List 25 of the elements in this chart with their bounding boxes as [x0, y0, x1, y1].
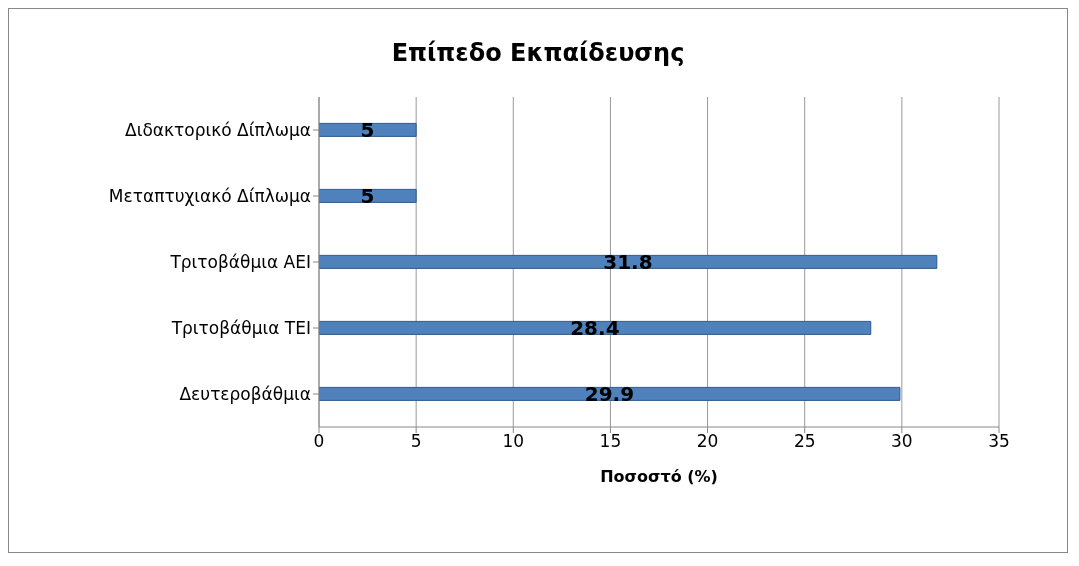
data-label: 28.4 — [570, 316, 620, 340]
data-label: 31.8 — [603, 250, 653, 274]
data-label: 29.9 — [584, 382, 635, 406]
y-tick-label: Δευτεροβάθμια — [179, 384, 311, 405]
bar — [319, 188, 417, 203]
bar — [319, 320, 872, 335]
bar — [319, 386, 901, 401]
data-label: 5 — [360, 118, 375, 142]
bar — [319, 254, 938, 269]
y-tick-label: Τριτοβάθμια ΤΕΙ — [170, 318, 311, 339]
x-tick-label: 5 — [410, 431, 422, 452]
x-tick-label: 0 — [313, 431, 325, 452]
x-tick-label: 25 — [793, 431, 816, 452]
x-tick-label: 10 — [502, 431, 525, 452]
bar — [319, 122, 417, 137]
data-label: 5 — [360, 184, 375, 208]
x-axis-title: Ποσοστό (%) — [600, 467, 718, 486]
y-tick-label: Διδακτορικό Δίπλωμα — [125, 120, 311, 141]
y-tick-label: Τριτοβάθμια ΑΕΙ — [169, 252, 311, 273]
y-tick-label: Μεταπτυχιακό Δίπλωμα — [108, 186, 311, 207]
x-tick-label: 35 — [988, 431, 1010, 452]
chart-title: Επίπεδο Εκπαίδευσης — [390, 38, 686, 69]
x-tick-label: 15 — [599, 431, 622, 452]
x-tick-label: 30 — [891, 431, 913, 452]
x-tick-label: 20 — [696, 431, 719, 452]
